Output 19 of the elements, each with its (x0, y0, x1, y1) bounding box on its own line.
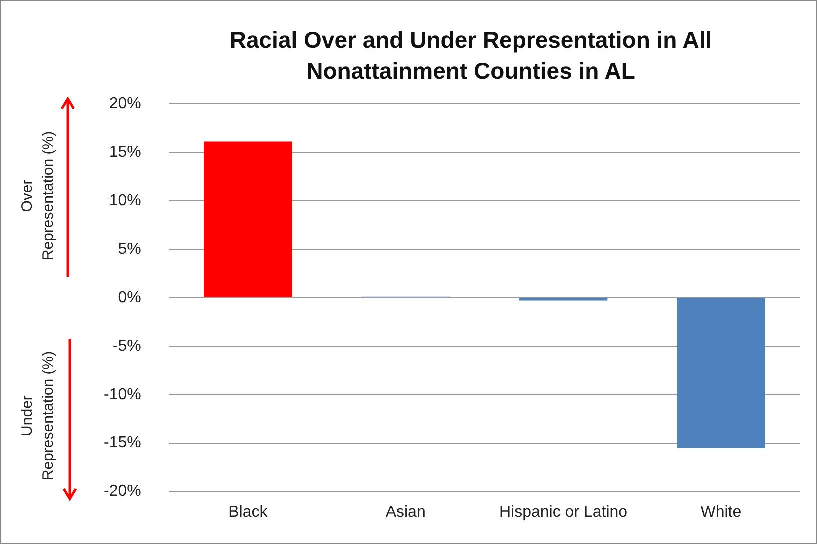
x-tick-label: Black (228, 504, 269, 521)
y-tick-label: -20% (104, 483, 142, 500)
x-tick-label: Hispanic or Latino (499, 504, 628, 521)
y-tick-label: -10% (104, 386, 142, 404)
y-tick-label: 15% (109, 144, 142, 161)
x-tick-label: White (700, 504, 742, 521)
y-tick-label: 0% (118, 289, 142, 306)
bar (204, 142, 292, 298)
y-tick-label: -15% (104, 434, 142, 452)
y-tick-label: -5% (112, 338, 142, 355)
y-tick-label: 10% (109, 192, 142, 210)
text: Over Representation (%) (18, 130, 58, 263)
bar (677, 298, 766, 448)
y-tick-label: 20% (109, 95, 142, 112)
y-tick-label: 5% (118, 240, 142, 258)
text: Under Representation (%) (18, 350, 58, 483)
chart-title: Racial Over and Under Representation in All Nonattainment Counties in AL (228, 26, 714, 86)
x-tick-label: Asian (386, 504, 426, 521)
bar (519, 298, 608, 301)
